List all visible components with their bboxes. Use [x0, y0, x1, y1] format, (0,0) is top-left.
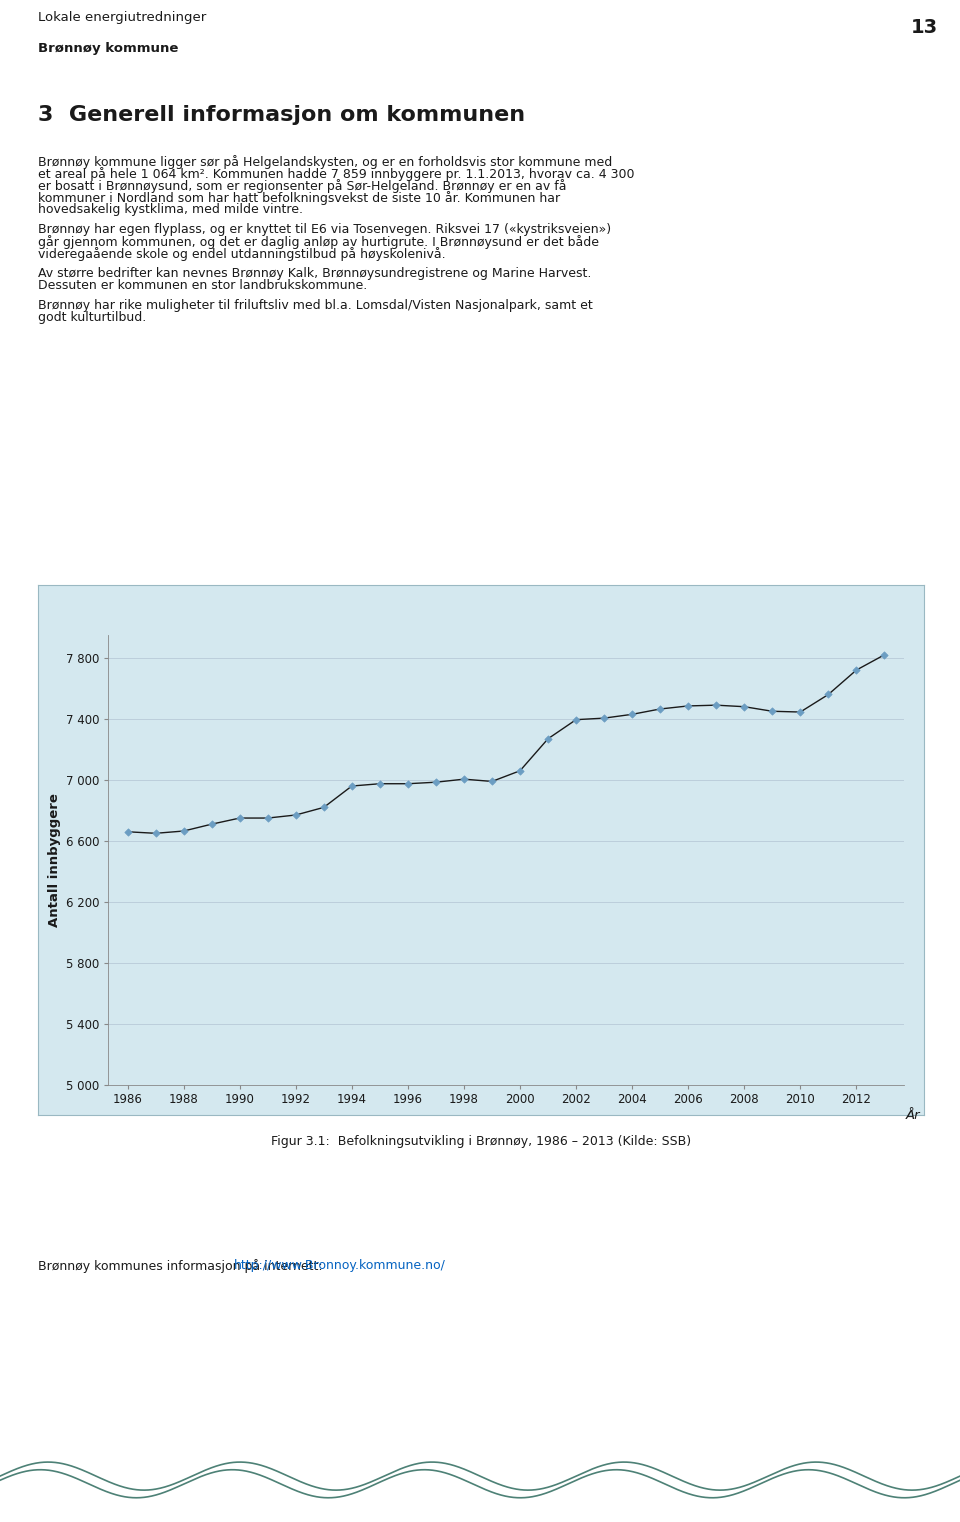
Text: hovedsakelig kystklima, med milde vintre.: hovedsakelig kystklima, med milde vintre…: [38, 202, 303, 216]
Text: Dessuten er kommunen en stor landbrukskommune.: Dessuten er kommunen en stor landbruksko…: [38, 279, 368, 292]
Text: 3  Generell informasjon om kommunen: 3 Generell informasjon om kommunen: [38, 105, 525, 125]
Text: kommuner i Nordland som har hatt befolkningsvekst de siste 10 år. Kommunen har: kommuner i Nordland som har hatt befolkn…: [38, 190, 560, 205]
Point: [624, 702, 639, 726]
Text: går gjennom kommunen, og det er daglig anløp av hurtigrute. I Brønnøysund er det: går gjennom kommunen, og det er daglig a…: [38, 234, 599, 250]
Text: År: År: [905, 1110, 920, 1122]
Point: [736, 694, 752, 718]
Point: [120, 820, 135, 845]
Point: [428, 770, 444, 794]
Point: [260, 805, 276, 829]
Text: godt kulturtilbud.: godt kulturtilbud.: [38, 310, 146, 324]
Point: [400, 772, 416, 796]
Point: [232, 805, 248, 829]
Text: Av større bedrifter kan nevnes Brønnøy Kalk, Brønnøysundregistrene og Marine Har: Av større bedrifter kan nevnes Brønnøy K…: [38, 266, 591, 280]
Point: [204, 811, 220, 836]
Point: [849, 658, 864, 682]
Point: [821, 682, 836, 706]
Text: Brønnøy har egen flyplass, og er knyttet til E6 via Tosenvegen. Riksvei 17 («kys: Brønnøy har egen flyplass, og er knyttet…: [38, 224, 612, 236]
Point: [708, 693, 724, 717]
Text: Figur 3.1:  Befolkningsutvikling i Brønnøy, 1986 – 2013 (Kilde: SSB): Figur 3.1: Befolkningsutvikling i Brønnø…: [271, 1135, 691, 1149]
Text: videregaående skole og endel utdanningstilbud på høyskolenivå.: videregaående skole og endel utdanningst…: [38, 247, 445, 260]
Point: [372, 772, 388, 796]
Point: [456, 767, 471, 791]
Point: [568, 708, 584, 732]
Y-axis label: Antall innbyggere: Antall innbyggere: [48, 793, 60, 927]
Point: [540, 726, 556, 750]
Point: [288, 802, 303, 826]
Point: [316, 794, 331, 819]
Text: Brønnøy har rike muligheter til friluftsliv med bl.a. Lomsdal/Visten Nasjonalpar: Brønnøy har rike muligheter til frilufts…: [38, 298, 592, 312]
Point: [176, 819, 191, 843]
Text: http://www.Bronnoy.kommune.no/: http://www.Bronnoy.kommune.no/: [234, 1260, 446, 1272]
Point: [596, 706, 612, 731]
Point: [876, 642, 892, 667]
Point: [345, 773, 360, 798]
Text: Brønnøy kommune ligger sør på Helgelandskysten, og er en forholdsvis stor kommun: Brønnøy kommune ligger sør på Helgelands…: [38, 155, 612, 169]
Point: [148, 822, 163, 846]
Text: er bosatt i Brønnøysund, som er regionsenter på Sør-Helgeland. Brønnøy er en av : er bosatt i Brønnøysund, som er regionse…: [38, 180, 566, 193]
Point: [681, 694, 696, 718]
Text: Brønnøy kommunes informasjon på internett:: Brønnøy kommunes informasjon på internet…: [38, 1259, 326, 1272]
Point: [793, 700, 808, 724]
Text: et areal på hele 1 064 km². Kommunen hadde 7 859 innbyggere pr. 1.1.2013, hvorav: et areal på hele 1 064 km². Kommunen had…: [38, 167, 635, 181]
Text: Brønnøy kommune: Brønnøy kommune: [38, 43, 179, 55]
Point: [764, 699, 780, 723]
Point: [513, 758, 528, 782]
Point: [653, 697, 668, 721]
Point: [484, 769, 499, 793]
Text: Lokale energiutredninger: Lokale energiutredninger: [38, 11, 206, 24]
Text: 13: 13: [911, 18, 938, 38]
